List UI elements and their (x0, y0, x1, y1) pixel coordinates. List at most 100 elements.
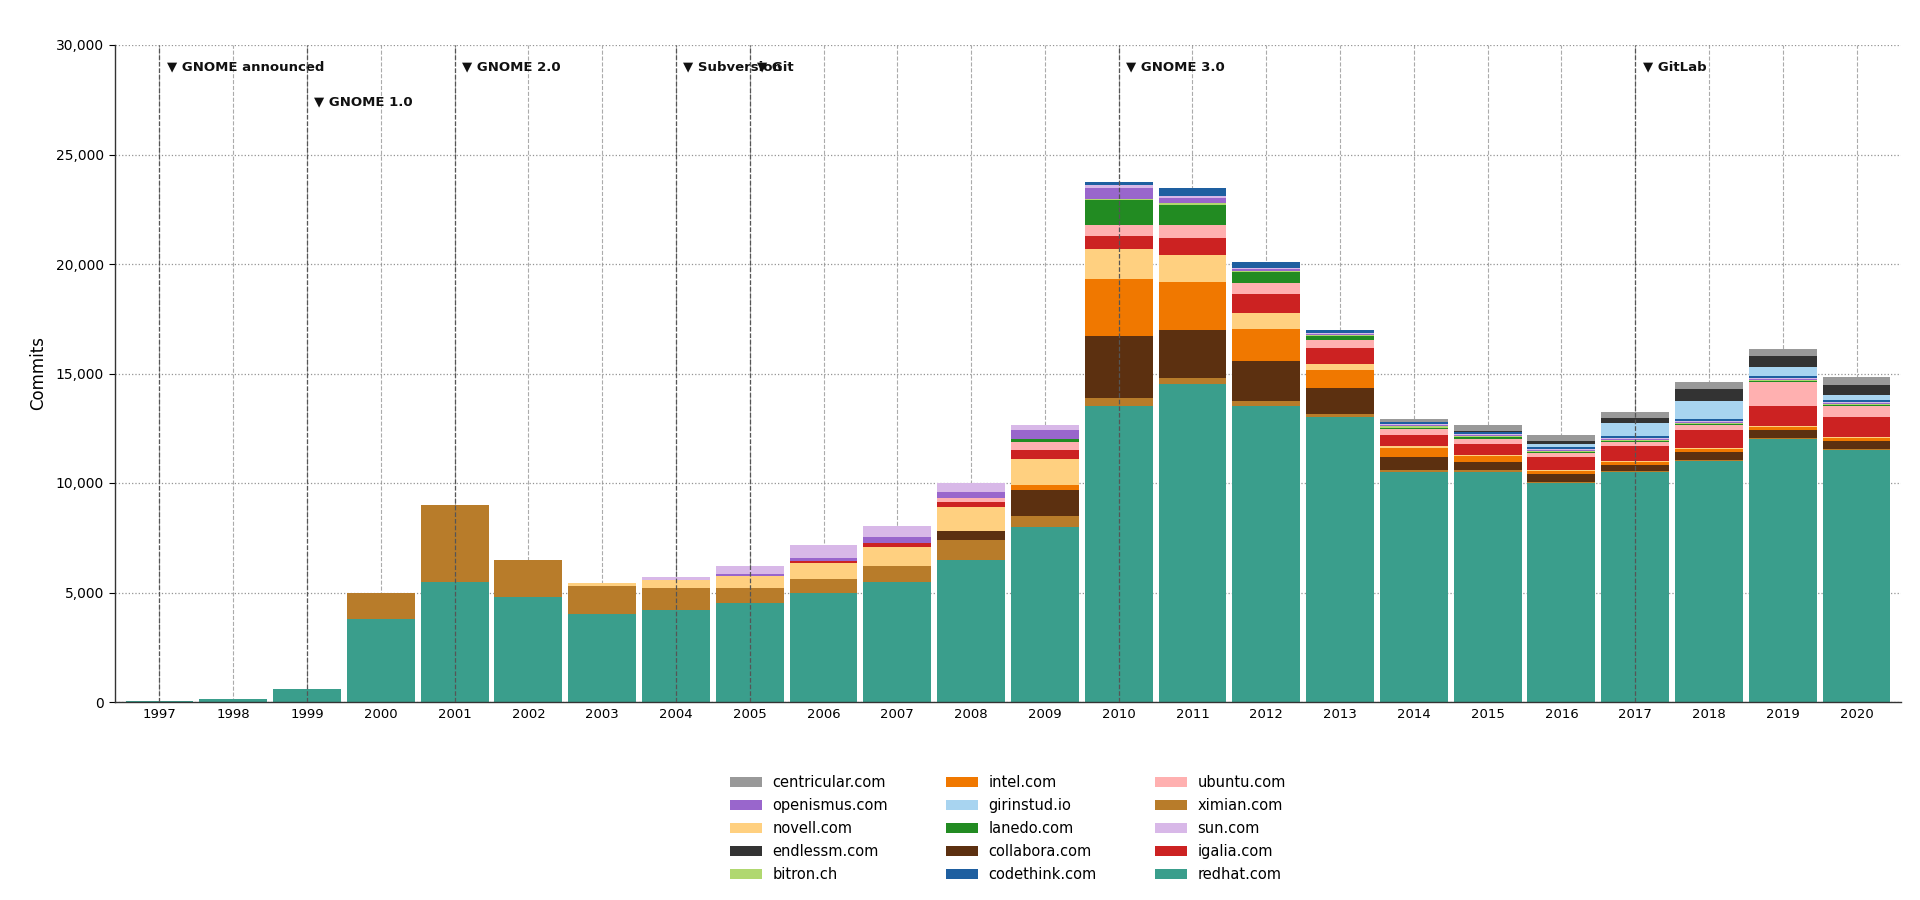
Bar (1601, 438, 1668, 439)
Bar (1085, 225, 1152, 236)
Text: ▼ Subversion: ▼ Subversion (684, 60, 781, 73)
Bar (1528, 453, 1596, 454)
Bar (1601, 439, 1668, 440)
Bar (716, 565, 783, 574)
Bar (1453, 437, 1521, 438)
Bar (1012, 485, 1079, 490)
Bar (1380, 424, 1448, 426)
Bar (1306, 370, 1375, 388)
Bar (1233, 407, 1300, 702)
Bar (1085, 185, 1152, 188)
Bar (1012, 425, 1079, 430)
Bar (1674, 418, 1743, 420)
Bar (641, 577, 710, 580)
Bar (1749, 438, 1816, 439)
Bar (1085, 398, 1152, 407)
Bar (789, 544, 858, 558)
Bar (1822, 437, 1891, 438)
Bar (1674, 422, 1743, 423)
Bar (1601, 461, 1668, 463)
Bar (1528, 483, 1596, 702)
Bar (1674, 449, 1743, 453)
Bar (1601, 441, 1668, 443)
Bar (1233, 400, 1300, 407)
Bar (1306, 348, 1375, 364)
Bar (568, 586, 636, 615)
Bar (716, 574, 783, 576)
Bar (1749, 426, 1816, 428)
Bar (1158, 196, 1227, 198)
Bar (420, 505, 488, 581)
Bar (937, 540, 1004, 560)
Bar (1306, 364, 1375, 370)
Bar (420, 581, 488, 702)
Bar (1085, 182, 1152, 185)
Bar (1085, 236, 1152, 248)
Bar (1306, 414, 1375, 418)
Bar (1306, 334, 1375, 335)
Bar (1085, 407, 1152, 702)
Bar (1306, 337, 1375, 339)
Bar (1749, 349, 1816, 356)
Bar (1601, 443, 1668, 446)
Bar (937, 491, 1004, 499)
Bar (1601, 440, 1668, 441)
Bar (1528, 470, 1596, 471)
Bar (1749, 378, 1816, 379)
Bar (1380, 456, 1448, 470)
Bar (1528, 471, 1596, 474)
Bar (1306, 329, 1375, 333)
Bar (1601, 412, 1668, 418)
Bar (1749, 382, 1816, 407)
Bar (1012, 516, 1079, 526)
Bar (1749, 367, 1816, 376)
Bar (1158, 238, 1227, 256)
Bar (1453, 456, 1521, 462)
Bar (1158, 378, 1227, 384)
Bar (1158, 205, 1227, 225)
Bar (1233, 267, 1300, 269)
Text: ▼ GNOME 3.0: ▼ GNOME 3.0 (1125, 60, 1225, 73)
Bar (1453, 438, 1521, 444)
Bar (1601, 465, 1668, 471)
Bar (200, 698, 267, 702)
Bar (1822, 450, 1891, 702)
Bar (1380, 472, 1448, 702)
Bar (1158, 256, 1227, 282)
Bar (1306, 335, 1375, 337)
Bar (495, 597, 563, 702)
Bar (937, 501, 1004, 507)
Bar (1306, 418, 1375, 702)
Bar (1601, 463, 1668, 465)
Bar (1158, 384, 1227, 702)
Bar (864, 537, 931, 543)
Bar (1233, 262, 1300, 267)
Bar (1158, 203, 1227, 205)
Bar (789, 580, 858, 592)
Bar (1233, 362, 1300, 400)
Y-axis label: Commits: Commits (29, 337, 48, 410)
Bar (1674, 390, 1743, 401)
Bar (1158, 282, 1227, 329)
Bar (641, 588, 710, 610)
Bar (1012, 459, 1079, 485)
Bar (1674, 425, 1743, 430)
Bar (1453, 431, 1521, 432)
Bar (1012, 450, 1079, 459)
Bar (568, 615, 636, 702)
Bar (1380, 448, 1448, 456)
Bar (1822, 407, 1891, 418)
Bar (1822, 402, 1891, 403)
Bar (1749, 439, 1816, 702)
Bar (1528, 444, 1596, 447)
Bar (716, 604, 783, 702)
Bar (1453, 472, 1521, 702)
Bar (937, 499, 1004, 501)
Bar (937, 507, 1004, 531)
Legend: centricular.com, openismus.com, novell.com, endlessm.com, bitron.ch, intel.com, : centricular.com, openismus.com, novell.c… (730, 775, 1286, 882)
Bar (1749, 407, 1816, 426)
Bar (789, 592, 858, 702)
Bar (1601, 472, 1668, 702)
Bar (1822, 377, 1891, 385)
Bar (1012, 439, 1079, 443)
